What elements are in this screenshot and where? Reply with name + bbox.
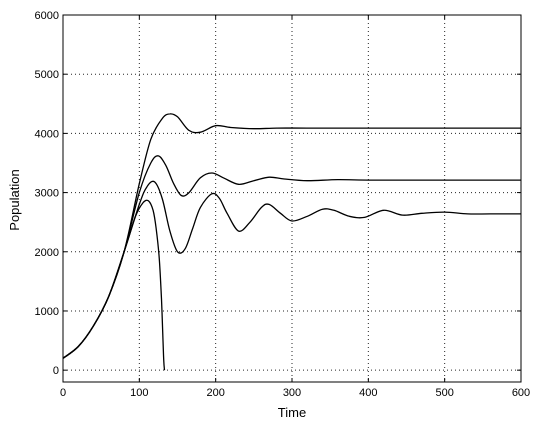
x-axis-title: Time (278, 405, 306, 420)
x-tick-label: 0 (60, 387, 66, 399)
y-tick-labels: 0 1000 2000 3000 4000 5000 6000 (35, 10, 59, 377)
series-line-1 (62, 113, 521, 359)
x-tick-label: 500 (435, 387, 453, 399)
series-line-4 (62, 199, 166, 371)
y-tick-label: 3000 (35, 188, 59, 200)
y-tick-label: 2000 (35, 247, 59, 259)
x-tick-label: 600 (512, 387, 530, 399)
x-tick-label: 300 (283, 387, 301, 399)
x-tick-label: 200 (206, 387, 224, 399)
x-tick-labels: 0 100 200 300 400 500 600 (60, 387, 530, 399)
x-tick-label: 400 (359, 387, 377, 399)
y-tick-label: 1000 (35, 306, 59, 318)
tick-marks (62, 14, 522, 382)
y-tick-label: 6000 (35, 10, 59, 22)
series-line-3 (62, 180, 521, 359)
y-tick-label: 5000 (35, 69, 59, 81)
y-axis-title: Population (7, 169, 22, 230)
grid-lines (63, 15, 521, 382)
y-tick-label: 4000 (35, 128, 59, 140)
series-group (62, 113, 521, 371)
y-tick-label: 0 (53, 365, 59, 377)
plot-frame (62, 14, 522, 383)
x-tick-label: 100 (130, 387, 148, 399)
